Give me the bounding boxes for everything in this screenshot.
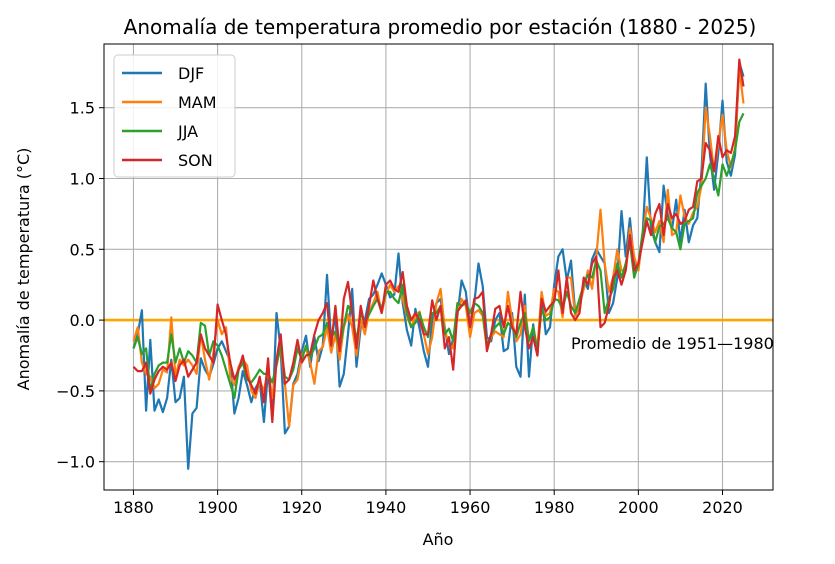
y-tick-label: 1.0 — [70, 170, 95, 189]
legend-label-mam: MAM — [178, 93, 217, 112]
chart-title: Anomalía de temperatura promedio por est… — [124, 15, 757, 39]
y-axis-label: Anomalía de temperatura (°C) — [14, 148, 33, 391]
x-axis-label: Año — [423, 530, 454, 549]
reference-line-annotation: Promedio de 1951—1980 — [571, 334, 774, 353]
x-tick-label: 2020 — [702, 498, 743, 517]
y-tick-label: −0.5 — [56, 382, 95, 401]
y-tick-label: 0.5 — [70, 240, 95, 259]
x-tick-label: 1960 — [450, 498, 491, 517]
y-tick-label: 1.5 — [70, 99, 95, 118]
x-tick-label: 1920 — [281, 498, 322, 517]
legend-label-jja: JJA — [177, 122, 198, 141]
y-tick-label: −1.0 — [56, 453, 95, 472]
x-tick-label: 1900 — [197, 498, 238, 517]
legend-label-son: SON — [178, 151, 213, 170]
y-tick-label: 0.0 — [70, 311, 95, 330]
x-tick-label: 1940 — [366, 498, 407, 517]
x-tick-label: 1980 — [534, 498, 575, 517]
x-tick-label: 1880 — [113, 498, 154, 517]
legend: DJF MAM JJA SON — [114, 55, 235, 177]
x-tick-label: 2000 — [618, 498, 659, 517]
legend-label-djf: DJF — [178, 64, 204, 83]
